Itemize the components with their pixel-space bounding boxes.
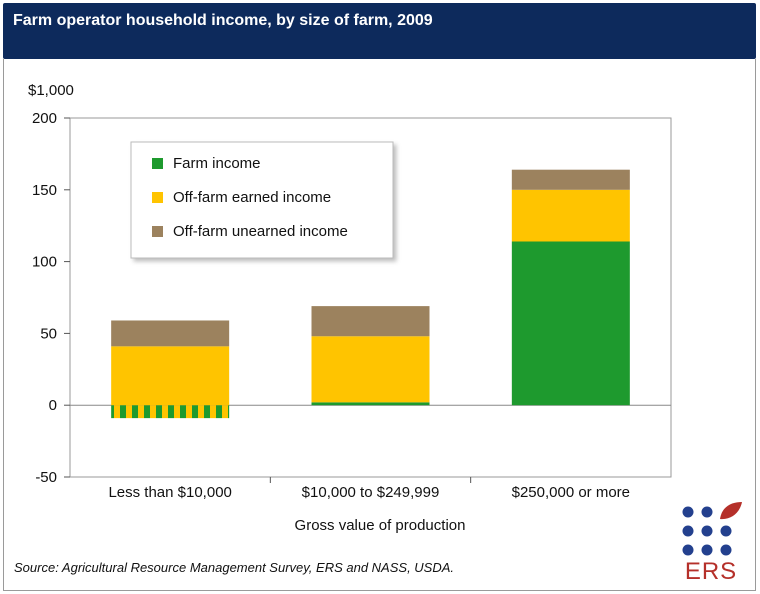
bar-off-farm-unearned-income-0 <box>111 320 230 347</box>
legend-box <box>130 141 394 259</box>
logo-dot <box>701 506 713 518</box>
legend-label-off-farm-earned-income: Off-farm earned income <box>173 189 331 206</box>
chart-header: Farm operator household income, by size … <box>3 3 756 59</box>
bar-off-farm-earned-income-1 <box>311 336 430 403</box>
logo-dot <box>682 506 694 518</box>
logo-dot <box>720 525 732 537</box>
legend-swatch-farm-income <box>152 158 163 169</box>
bar-off-farm-unearned-income-1 <box>311 306 430 337</box>
bars <box>111 169 630 419</box>
legend-label-off-farm-unearned-income: Off-farm unearned income <box>173 223 348 240</box>
bar-farm-income-0 <box>111 405 230 419</box>
y-tick-label: 0 <box>49 397 57 414</box>
logo-dot <box>682 544 694 556</box>
logo-dot <box>701 544 713 556</box>
y-tick-label: 150 <box>32 182 57 199</box>
legend: Farm income Off-farm earned income Off-far… <box>130 141 394 259</box>
y-axis-unit-label: $1,000 <box>28 82 74 99</box>
ers-logo: ERS <box>676 500 746 588</box>
y-axis: -50 0 50 100 150 200 <box>32 110 70 486</box>
logo-dot <box>682 525 694 537</box>
source-note: Source: Agricultural Resource Management… <box>14 560 455 575</box>
x-tick-label: Less than $10,000 <box>108 484 231 501</box>
logo-dot <box>720 544 732 556</box>
x-axis: Less than $10,000 $10,000 to $249,999 $250… <box>108 477 630 501</box>
y-tick-label: 50 <box>40 325 57 342</box>
bar-farm-income-2 <box>511 241 630 406</box>
bar-off-farm-earned-income-0 <box>111 346 230 406</box>
x-tick-label: $10,000 to $249,999 <box>302 484 440 501</box>
ers-dot-grid-leaf-icon <box>682 502 742 556</box>
legend-swatch-off-farm-unearned-income <box>152 226 163 237</box>
chart-frame <box>3 59 756 591</box>
y-tick-label: -50 <box>35 469 57 486</box>
y-tick-label: 100 <box>32 254 57 271</box>
logo-text: ERS <box>684 558 738 585</box>
x-tick-label: $250,000 or more <box>512 484 630 501</box>
logo-leaf <box>720 502 742 520</box>
bar-off-farm-earned-income-2 <box>511 189 630 242</box>
logo-dot <box>701 525 713 537</box>
bar-farm-income-1 <box>311 402 430 406</box>
legend-label-farm-income: Farm income <box>173 155 261 172</box>
bar-off-farm-unearned-income-2 <box>511 169 630 190</box>
x-axis-label: Gross value of production <box>294 517 466 534</box>
y-tick-label: 200 <box>32 110 57 127</box>
legend-swatch-off-farm-earned-income <box>152 192 163 203</box>
chart-title: Farm operator household income, by size … <box>13 12 433 29</box>
